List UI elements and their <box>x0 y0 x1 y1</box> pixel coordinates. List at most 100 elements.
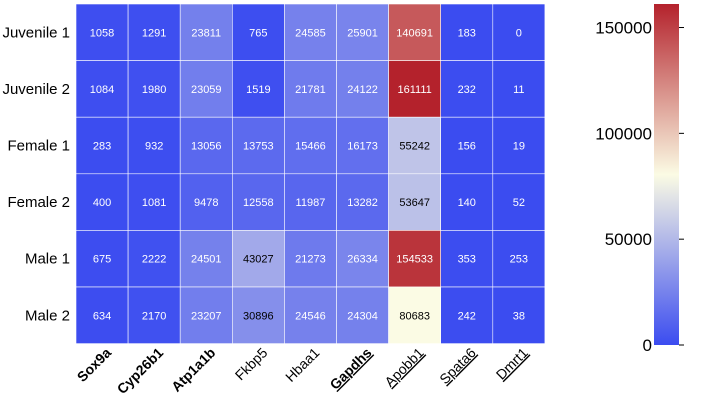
heatmap-cell <box>336 286 389 344</box>
cell-value-label: 55242 <box>399 141 430 153</box>
heatmap-cell <box>127 116 181 175</box>
row-label: Juvenile 2 <box>2 81 70 98</box>
row-labels: Juvenile 1 Juvenile 2 Female 1 Female 2 Male… <box>2 24 70 324</box>
cell-value-label: 30896 <box>243 310 274 322</box>
heatmap-cell <box>232 116 285 175</box>
cell-value-label: 23207 <box>191 310 222 322</box>
heatmap-cell <box>127 286 181 344</box>
heatmap-cell <box>232 60 285 118</box>
column-label: Cyp26b1 <box>114 344 167 397</box>
heatmap-cell <box>127 230 181 288</box>
cell-value-label: 12558 <box>243 197 274 209</box>
cell-value-label: 156 <box>458 141 476 153</box>
colorbar-gradient <box>654 4 679 345</box>
cell-value-label: 80683 <box>399 310 430 322</box>
cell-value-label: 13753 <box>243 141 274 153</box>
heatmap-cell <box>388 230 442 288</box>
heatmap-cell <box>492 116 546 175</box>
cell-value-label: 9478 <box>194 197 218 209</box>
column-label: Fkbp5 <box>232 344 271 383</box>
cell-value-label: 154533 <box>396 254 433 266</box>
column-label: Apobb1 <box>381 344 427 390</box>
cell-value-label: 43027 <box>243 254 274 266</box>
heatmap-cell <box>179 230 233 288</box>
cell-value-label: 21781 <box>295 84 326 96</box>
column-labels: Sox9a Cyp26b1 Atp1a1b Fkbp5 Hbaa1 Gapdhs Apobb… <box>74 344 531 397</box>
heatmap-cell <box>232 230 285 288</box>
heatmap-cell <box>75 3 129 61</box>
heatmap-cell <box>75 173 129 231</box>
cell-value-label: 353 <box>458 254 476 266</box>
cell-value-label: 52 <box>513 197 525 209</box>
cell-value-label: 23059 <box>191 84 222 96</box>
column-label: Atp1a1b <box>168 344 218 394</box>
heatmap-cell <box>75 116 129 175</box>
heatmap-cell <box>179 116 233 175</box>
heatmap-cell <box>492 60 546 118</box>
cell-value-label: 2222 <box>142 254 166 266</box>
cell-value-label: 23811 <box>191 27 221 39</box>
cell-value-label: 11 <box>513 84 524 96</box>
cell-value-label: 161111 <box>398 84 432 96</box>
colorbar: 0 50000 100000 150000 <box>595 4 684 355</box>
cell-value-label: 25901 <box>347 27 378 39</box>
cell-value-label: 38 <box>513 310 525 322</box>
heatmap-cell <box>336 60 389 118</box>
cell-value-label: 24501 <box>191 254 222 266</box>
colorbar-tick-label: 50000 <box>605 230 652 249</box>
cell-value-label: 2170 <box>142 310 166 322</box>
row-label: Male 1 <box>25 251 70 268</box>
heatmap-cell <box>284 286 337 344</box>
colorbar-ticks: 0 50000 100000 150000 <box>595 19 684 355</box>
cell-value-label: 13056 <box>191 141 222 153</box>
column-label: Dmrt1 <box>493 344 531 382</box>
cell-value-label: 24304 <box>347 310 378 322</box>
cell-value-label: 1291 <box>142 27 166 39</box>
cell-value-label: 140 <box>458 197 476 209</box>
column-label: Gapdhs <box>326 344 374 392</box>
cell-value-label: 932 <box>145 141 163 153</box>
cell-value-label: 1980 <box>142 84 166 96</box>
heatmap-cell <box>440 60 494 118</box>
heatmap-cells: 1058 1291 23811 765 24585 25901 140691 183 0 1084… <box>75 3 546 344</box>
cell-value-label: 1081 <box>142 197 166 209</box>
row-label: Juvenile 1 <box>2 24 70 41</box>
heatmap-cell <box>440 173 494 231</box>
cell-value-label: 400 <box>93 197 111 209</box>
row-label: Male 2 <box>25 307 70 324</box>
heatmap-cell <box>179 60 233 118</box>
cell-value-label: 1058 <box>90 27 114 39</box>
cell-value-label: 21273 <box>295 254 326 266</box>
heatmap-cell <box>179 3 233 61</box>
cell-value-label: 11987 <box>296 197 326 209</box>
heatmap-cell <box>492 286 546 344</box>
cell-value-label: 1084 <box>90 84 114 96</box>
cell-value-label: 765 <box>249 27 267 39</box>
heatmap-cell <box>232 173 285 231</box>
cell-value-label: 253 <box>510 254 528 266</box>
cell-value-label: 1519 <box>246 84 270 96</box>
heatmap-cell <box>75 286 129 344</box>
heatmap-cell <box>284 60 337 118</box>
cell-value-label: 13282 <box>347 197 378 209</box>
cell-value-label: 675 <box>93 254 111 266</box>
heatmap-cell <box>336 230 389 288</box>
heatmap-cell <box>388 60 442 118</box>
cell-value-label: 15466 <box>295 141 326 153</box>
colorbar-tick-label: 100000 <box>595 124 652 143</box>
column-label: Sox9a <box>74 344 115 385</box>
cell-value-label: 0 <box>516 27 522 39</box>
cell-value-label: 19 <box>513 141 525 153</box>
colorbar-tick-label: 150000 <box>595 19 652 38</box>
cell-value-label: 24122 <box>347 84 378 96</box>
cell-value-label: 242 <box>458 310 476 322</box>
heatmap-cell <box>127 173 181 231</box>
heatmap-cell <box>232 286 285 344</box>
cell-value-label: 26334 <box>347 254 378 266</box>
cell-value-label: 16173 <box>347 141 378 153</box>
row-label: Female 1 <box>7 138 70 155</box>
heatmap-cell <box>284 116 337 175</box>
cell-value-label: 634 <box>93 310 111 322</box>
heatmap-cell <box>492 230 546 288</box>
cell-value-label: 283 <box>93 141 111 153</box>
